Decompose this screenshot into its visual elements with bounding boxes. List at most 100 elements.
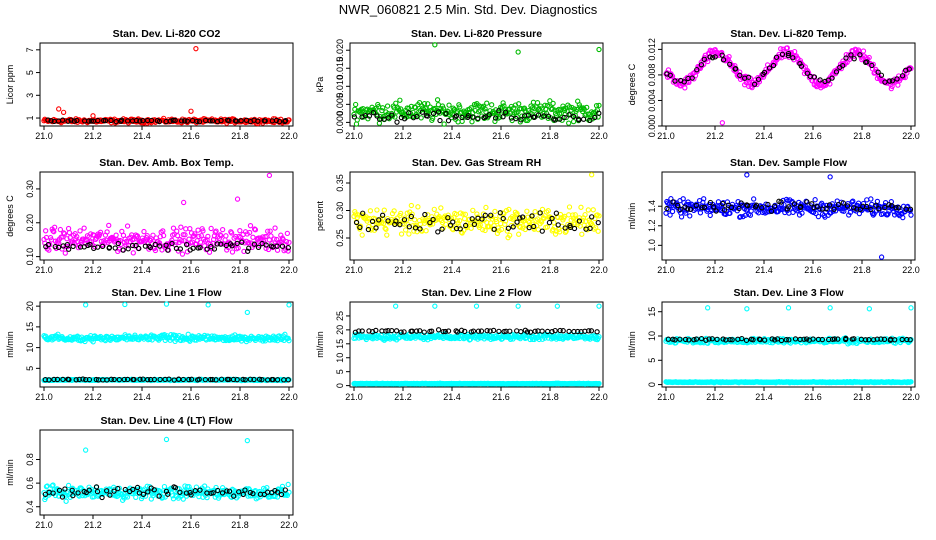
colored-point	[725, 205, 731, 211]
colored-point	[501, 103, 507, 109]
colored-point	[420, 218, 427, 224]
black-point	[664, 205, 670, 212]
black-point	[263, 242, 269, 248]
y-tick-label: 0.35	[335, 174, 345, 192]
black-point	[262, 118, 268, 124]
black-point	[711, 204, 717, 210]
black-point	[557, 327, 563, 334]
y-tick-label: 5	[25, 70, 35, 75]
black-point	[376, 217, 382, 223]
black-point	[246, 245, 252, 251]
plot-frame	[39, 301, 294, 388]
outlier-point	[83, 302, 89, 308]
black-point	[357, 224, 363, 230]
black-point	[527, 329, 534, 335]
black-point	[234, 377, 240, 383]
black-point	[86, 487, 92, 493]
colored-point	[524, 208, 530, 214]
y-axis-label: ml/min	[5, 459, 15, 486]
black-point	[122, 486, 128, 493]
black-point	[408, 213, 414, 220]
black-point	[537, 210, 543, 216]
x-tick-label: 21.0	[35, 131, 53, 141]
y-tick-label: 15	[647, 307, 657, 317]
colored-point	[90, 339, 96, 345]
black-point	[86, 118, 92, 124]
black-point	[163, 488, 170, 495]
black-point	[430, 110, 437, 117]
x-tick-label: 21.8	[541, 131, 559, 141]
black-point	[698, 62, 705, 68]
black-point	[137, 118, 143, 124]
colored-point	[286, 489, 292, 495]
black-point	[414, 114, 420, 120]
black-point	[48, 118, 54, 124]
black-point	[120, 247, 126, 253]
black-point	[124, 376, 131, 383]
panel-title: Stan. Dev. Line 1 Flow	[111, 287, 222, 299]
colored-point	[566, 204, 573, 210]
black-point	[595, 219, 601, 226]
colored-point	[391, 208, 397, 214]
black-point	[729, 337, 735, 343]
colored-point	[895, 82, 901, 88]
black-point	[401, 329, 407, 335]
black-point	[129, 242, 136, 249]
outlier-point	[878, 254, 885, 260]
black-point	[594, 329, 600, 335]
outlier-point	[244, 437, 250, 444]
y-tick-label: 0.25	[335, 229, 345, 247]
black-point	[746, 74, 752, 80]
black-point	[99, 243, 106, 250]
colored-point	[365, 116, 371, 122]
colored-point	[247, 229, 253, 236]
black-point	[720, 57, 727, 63]
black-point	[165, 247, 171, 253]
black-point	[46, 377, 52, 383]
colored-point	[415, 204, 421, 210]
colored-point	[150, 232, 156, 238]
black-point	[549, 215, 555, 222]
x-tick-label: 21.4	[443, 265, 461, 275]
black-point	[566, 328, 572, 335]
colored-point	[497, 331, 503, 338]
black-point	[202, 376, 209, 383]
black-point	[721, 207, 728, 213]
black-point	[366, 328, 372, 334]
black-point	[93, 484, 100, 490]
black-point	[857, 206, 863, 213]
black-point	[218, 376, 225, 382]
colored-point	[218, 233, 224, 239]
black-point	[733, 66, 739, 72]
black-point	[190, 245, 196, 251]
black-point	[74, 117, 80, 124]
x-tick-label: 21.8	[231, 520, 249, 530]
y-tick-label: 7	[25, 47, 35, 52]
colored-point	[267, 228, 273, 234]
colored-point	[469, 119, 475, 125]
black-point	[866, 337, 872, 343]
outlier-point	[744, 172, 750, 178]
black-point	[62, 486, 68, 492]
black-point	[469, 216, 475, 222]
black-point	[496, 108, 502, 114]
black-point	[677, 206, 683, 212]
black-point	[761, 69, 768, 76]
black-point	[282, 118, 288, 125]
black-point	[462, 222, 469, 229]
black-point	[719, 52, 725, 58]
colored-point	[538, 219, 545, 225]
x-tick-label: 21.4	[443, 392, 461, 402]
colored-point	[61, 231, 68, 237]
colored-point	[540, 113, 546, 120]
x-tick-label: 22.0	[280, 520, 298, 530]
colored-point	[707, 212, 713, 219]
y-tick-label: 25	[335, 311, 345, 321]
black-point	[580, 116, 587, 122]
x-tick-label: 21.2	[706, 131, 724, 141]
y-axis-label: ml/min	[627, 203, 637, 230]
colored-point	[493, 218, 500, 225]
colored-point	[354, 117, 360, 123]
